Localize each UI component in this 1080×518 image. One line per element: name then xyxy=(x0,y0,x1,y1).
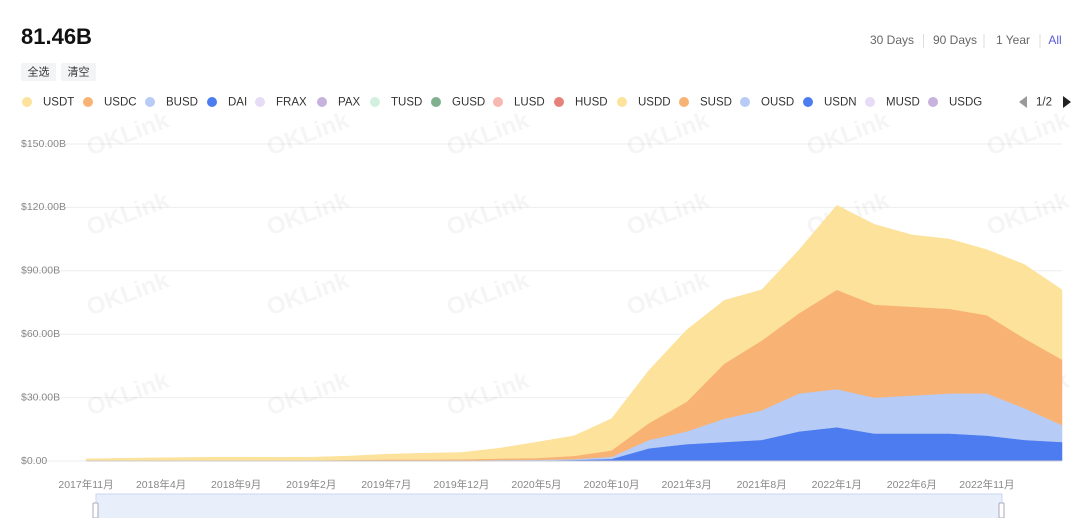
x-tick-label: 2017年11月 xyxy=(58,478,113,491)
legend-swatch xyxy=(22,97,32,107)
total-value: 81.46B xyxy=(21,24,92,49)
range-button[interactable]: 1 Year xyxy=(996,33,1030,47)
legend-page: 1/2 xyxy=(1036,97,1052,109)
legend-swatch xyxy=(740,97,750,107)
legend-swatch xyxy=(865,97,875,107)
legend-swatch xyxy=(255,97,265,107)
x-tick-label: 2021年8月 xyxy=(737,478,787,491)
range-button[interactable]: All xyxy=(1048,33,1061,47)
legend-label[interactable]: TUSD xyxy=(391,97,422,109)
legend-label[interactable]: PAX xyxy=(338,97,360,109)
legend-swatch xyxy=(83,97,93,107)
x-tick-label: 2019年7月 xyxy=(361,478,411,491)
legend-label[interactable]: USDT xyxy=(43,97,74,109)
legend-label[interactable]: USDN xyxy=(824,97,857,109)
legend-swatch xyxy=(493,97,503,107)
legend-swatch xyxy=(145,97,155,107)
navigator-handle[interactable] xyxy=(92,502,99,518)
y-tick-label: $60.00B xyxy=(21,328,60,340)
clear-button[interactable] xyxy=(61,63,96,81)
legend-label[interactable]: HUSD xyxy=(575,97,608,109)
legend-prev[interactable] xyxy=(1019,96,1027,108)
legend-swatch xyxy=(803,97,813,107)
select-all-label[interactable]: 全选 xyxy=(28,64,50,78)
x-tick-label: 2022年6月 xyxy=(887,478,937,491)
legend-swatch xyxy=(431,97,441,107)
y-tick-label: $0.00 xyxy=(21,455,47,467)
y-tick-label: $90.00B xyxy=(21,265,60,277)
legend-label[interactable]: OUSD xyxy=(761,97,794,109)
x-tick-label: 2021年3月 xyxy=(662,478,712,491)
y-tick-label: $120.00B xyxy=(21,201,66,213)
legend-label[interactable]: SUSD xyxy=(700,97,732,109)
legend-label[interactable]: DAI xyxy=(228,97,247,109)
x-tick-label: 2019年2月 xyxy=(286,478,336,491)
legend-swatch xyxy=(317,97,327,107)
x-tick-label: 2018年9月 xyxy=(211,478,261,491)
legend-swatch xyxy=(928,97,938,107)
x-tick-label: 2020年10月 xyxy=(584,478,640,491)
legend-swatch xyxy=(679,97,689,107)
x-tick-label: 2022年11月 xyxy=(959,478,1014,491)
x-tick-label: 2019年12月 xyxy=(433,478,489,491)
legend-swatch xyxy=(617,97,627,107)
y-tick-label: $30.00B xyxy=(21,391,60,403)
legend-label[interactable]: MUSD xyxy=(886,97,920,109)
navigator-brush[interactable] xyxy=(95,493,1003,518)
legend-swatch xyxy=(207,97,217,107)
legend-next[interactable] xyxy=(1063,96,1071,108)
select-all-button[interactable] xyxy=(21,63,56,81)
y-tick-label: $150.00B xyxy=(21,138,66,150)
range-button[interactable]: 90 Days xyxy=(933,33,977,47)
x-tick-label: 2020年5月 xyxy=(511,478,561,491)
legend-label[interactable]: USDC xyxy=(104,97,137,109)
legend-swatch xyxy=(554,97,564,107)
legend-swatch xyxy=(370,97,380,107)
legend-label[interactable]: USDD xyxy=(638,97,671,109)
area xyxy=(85,204,1063,462)
legend-label[interactable]: BUSD xyxy=(166,97,198,109)
range-button[interactable]: 30 Days xyxy=(870,33,914,47)
clear-label[interactable]: 清空 xyxy=(68,64,90,78)
navigator-handle[interactable] xyxy=(998,502,1005,518)
legend-label[interactable]: GUSD xyxy=(452,97,485,109)
x-tick-label: 2018年4月 xyxy=(136,478,186,491)
legend-label[interactable]: LUSD xyxy=(514,97,545,109)
legend-label[interactable]: USDG xyxy=(949,97,982,109)
x-tick-label: 2022年1月 xyxy=(812,478,862,491)
legend-label[interactable]: FRAX xyxy=(276,97,307,109)
